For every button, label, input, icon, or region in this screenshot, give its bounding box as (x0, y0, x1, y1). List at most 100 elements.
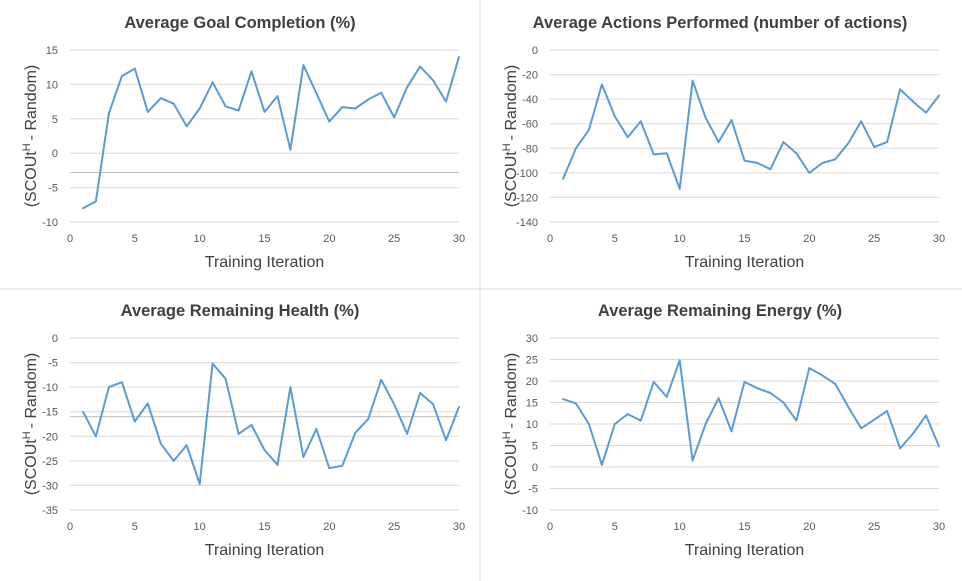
y-tick-label: 10 (526, 419, 538, 431)
x-axis-label: Training Iteration (205, 542, 324, 559)
y-tick-label: -30 (42, 480, 58, 492)
y-axis-label-main: (SCOUt (23, 151, 40, 208)
data-point (626, 136, 629, 139)
data-point (198, 483, 201, 485)
data-point (834, 383, 837, 385)
y-tick-label: 0 (532, 45, 538, 57)
x-tick-label: 20 (803, 233, 815, 245)
data-point (458, 55, 460, 58)
data-point (159, 97, 162, 100)
y-tick-label: -60 (522, 119, 538, 131)
data-point (912, 100, 914, 103)
series-line-1 (562, 79, 940, 190)
data-point (133, 420, 136, 423)
data-point (756, 387, 759, 390)
y-axis-label: (SCOUtH - Random) (501, 65, 520, 208)
data-point (899, 447, 901, 450)
data-point (328, 120, 331, 123)
data-point (328, 467, 331, 470)
data-point (108, 386, 110, 389)
data-point (782, 401, 785, 404)
x-tick-label: 10 (674, 233, 686, 245)
chart-panel-4: Average Remaining Energy (%) -10 -5 0 5 10 15 2… (501, 302, 945, 559)
data-point (821, 162, 824, 164)
data-point (172, 459, 175, 462)
y-axis-label-rest: - Random) (503, 353, 520, 429)
x-tick-label: 0 (547, 233, 553, 245)
data-point (613, 423, 616, 425)
y-tick-label: 10 (46, 79, 58, 91)
x-axis-label: Training Iteration (205, 254, 324, 271)
data-point (575, 147, 577, 150)
data-point (899, 88, 901, 91)
data-point (678, 187, 681, 190)
y-axis-label-superscript: H (501, 143, 513, 151)
data-point (678, 359, 681, 362)
data-point (925, 414, 927, 417)
data-point (445, 100, 447, 103)
data-point (704, 116, 707, 119)
chart-title: Average Actions Performed (number of act… (533, 14, 908, 32)
data-point (341, 106, 344, 109)
data-point (82, 207, 84, 210)
y-tick-label: 0 (52, 148, 58, 160)
data-point (120, 75, 123, 78)
data-point (847, 142, 850, 145)
y-axis-label-main: (SCOUt (23, 439, 40, 496)
data-point (224, 105, 227, 108)
data-point (393, 116, 396, 119)
y-tick-label: 0 (52, 333, 58, 345)
y-tick-label: -25 (42, 456, 58, 468)
data-point (276, 463, 279, 466)
y-tick-label: -35 (42, 505, 58, 517)
y-tick-label: 20 (526, 376, 538, 388)
data-point (691, 459, 694, 462)
data-point (860, 120, 863, 123)
data-point (250, 70, 253, 73)
data-point (289, 386, 292, 389)
data-point (237, 109, 240, 112)
data-point (185, 444, 188, 447)
x-tick-label: 0 (67, 521, 73, 533)
x-tick-label: 20 (323, 233, 335, 245)
data-point (782, 141, 785, 144)
y-axis-label: (SCOUtH - Random) (21, 353, 40, 496)
x-tick-label: 15 (738, 233, 750, 245)
data-point (562, 178, 564, 180)
data-point (432, 79, 434, 82)
y-tick-label: 5 (532, 441, 538, 453)
data-point (613, 115, 616, 118)
y-tick-label: 15 (46, 45, 58, 57)
data-point (626, 413, 629, 416)
data-point (730, 119, 733, 121)
data-point (276, 95, 279, 97)
chart-panel-2: Average Actions Performed (number of act… (501, 14, 945, 271)
data-point (938, 94, 940, 97)
data-point (600, 83, 603, 86)
y-tick-label: 5 (52, 114, 58, 126)
x-tick-label: 10 (674, 521, 686, 533)
chart-title: Average Remaining Health (%) (121, 302, 360, 320)
series-line-1 (82, 56, 460, 210)
data-point (665, 152, 668, 155)
data-point (380, 91, 383, 94)
data-point (237, 432, 240, 435)
data-point (354, 107, 357, 110)
data-point (380, 378, 383, 381)
data-point (756, 162, 759, 164)
data-point (146, 402, 149, 405)
data-point (95, 435, 97, 438)
y-axis-label-rest: - Random) (23, 65, 40, 141)
data-point (938, 445, 940, 448)
y-axis-label-main: (SCOUt (503, 439, 520, 496)
y-tick-label: -5 (528, 484, 538, 496)
y-axis-label: (SCOUtH - Random) (21, 65, 40, 208)
data-point (600, 463, 603, 466)
data-point (886, 410, 889, 412)
data-point (445, 439, 447, 442)
data-point (458, 405, 460, 408)
y-axis-label-superscript: H (21, 143, 33, 151)
data-point (717, 141, 720, 144)
x-tick-label: 5 (132, 233, 138, 245)
